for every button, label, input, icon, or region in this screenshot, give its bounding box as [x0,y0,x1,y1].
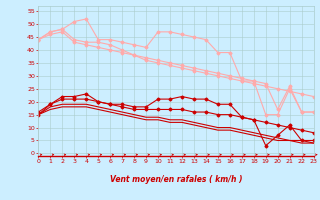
X-axis label: Vent moyen/en rafales ( km/h ): Vent moyen/en rafales ( km/h ) [110,175,242,184]
